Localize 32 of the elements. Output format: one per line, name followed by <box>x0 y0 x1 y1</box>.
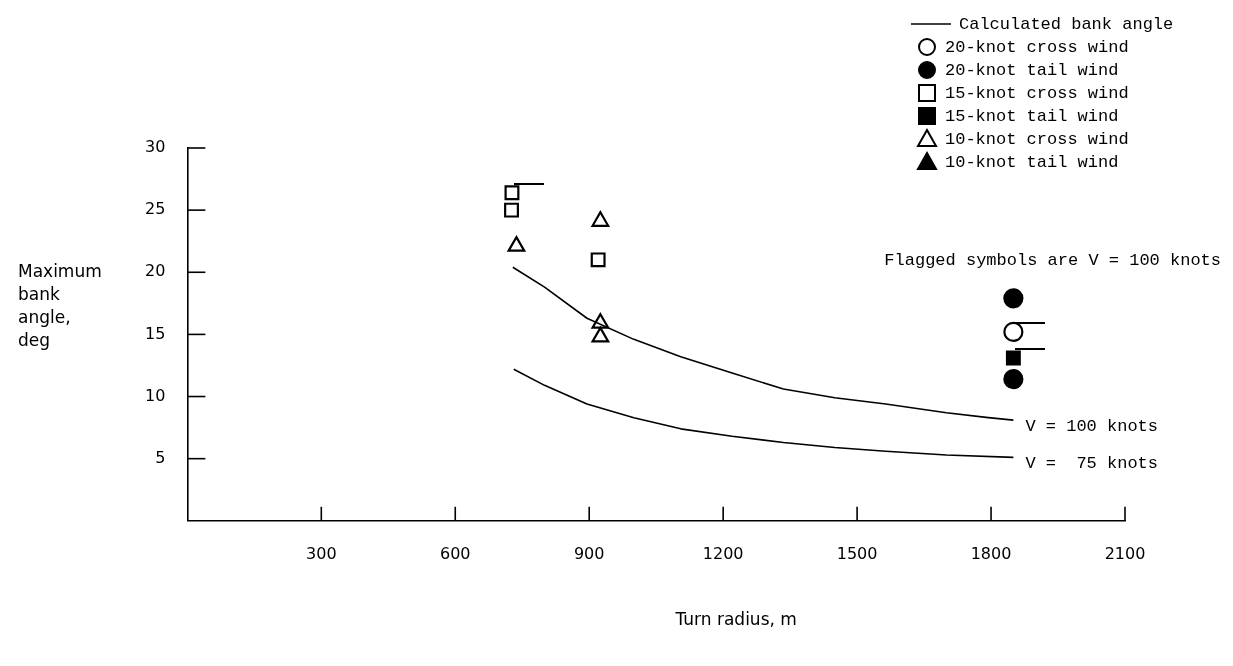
y-tick-label: 15 <box>145 323 166 343</box>
point <box>504 185 520 201</box>
legend-label: 15-knot tail wind <box>945 106 1119 126</box>
point <box>1003 288 1024 309</box>
legend-label: 15-knot cross wind <box>945 83 1129 103</box>
y-tick-label: 5 <box>155 447 166 467</box>
series-label: V = 75 knots <box>1025 453 1158 473</box>
legend-label: 20-knot cross wind <box>945 37 1129 57</box>
x-tick-label: 300 <box>306 543 337 563</box>
x-tick-label: 900 <box>573 543 605 563</box>
series-label: V = 100 knots <box>1025 416 1158 436</box>
legend-label: 10-knot cross wind <box>945 129 1129 149</box>
y-tick-label: 25 <box>145 199 166 219</box>
point <box>590 252 606 268</box>
annotation: Flagged symbols are V = 100 knots <box>884 250 1221 270</box>
point <box>1005 350 1021 366</box>
point <box>1003 321 1024 343</box>
x-tick-label: 600 <box>439 543 471 563</box>
x-axis-title: Turn radius, m <box>674 609 797 630</box>
legend-label: 10-knot tail wind <box>945 152 1119 172</box>
y-tick-label: 10 <box>145 385 166 405</box>
x-tick-label: 1500 <box>836 543 878 563</box>
legend-title: Calculated bank angle <box>959 14 1174 34</box>
legend-label: 20-knot tail wind <box>945 60 1119 80</box>
x-tick-label: 1800 <box>970 543 1012 563</box>
y-axis-title: Maximum bank angle, deg <box>18 261 102 351</box>
x-tick-label: 2100 <box>1104 543 1146 563</box>
y-tick-label: 20 <box>145 261 166 281</box>
point <box>504 202 519 218</box>
y-tick-label: 30 <box>145 137 166 157</box>
point <box>1003 369 1024 390</box>
x-tick-label: 1200 <box>702 543 744 563</box>
